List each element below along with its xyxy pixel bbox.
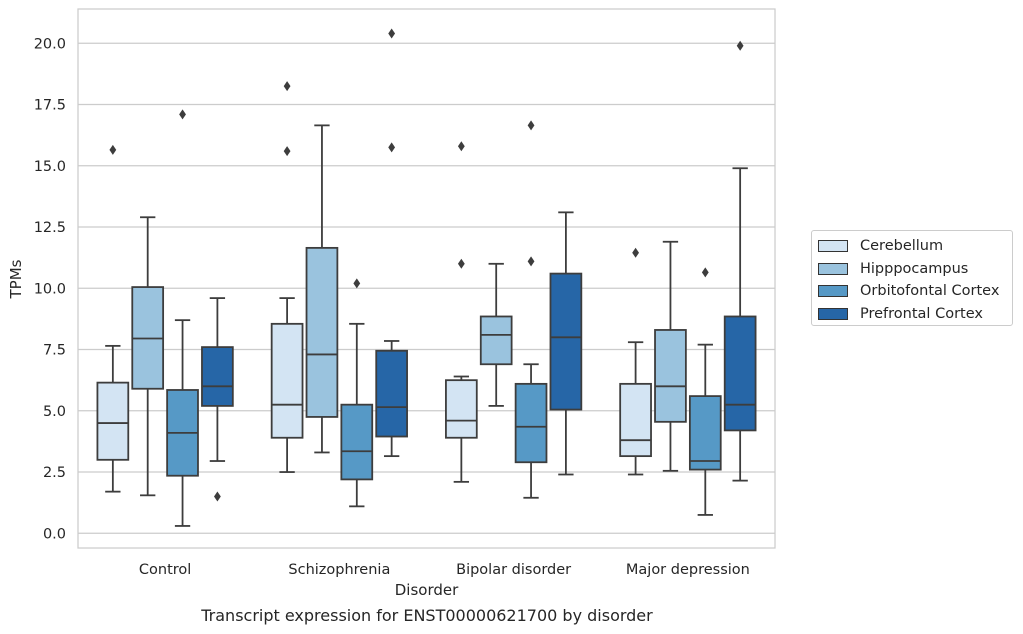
outlier-point xyxy=(353,278,361,289)
outlier-point xyxy=(283,146,291,157)
box xyxy=(654,329,687,423)
legend-label: Hipppocampus xyxy=(860,260,969,277)
box xyxy=(96,381,130,461)
x-tick-label: Major depression xyxy=(626,562,750,578)
x-axis-label: Disorder xyxy=(395,581,459,599)
box xyxy=(549,272,583,411)
box-group xyxy=(654,240,687,472)
y-tick-label: 5.0 xyxy=(43,404,66,420)
legend-item: Hipppocampus xyxy=(818,258,1012,281)
box-group xyxy=(131,216,165,497)
plot-frame xyxy=(77,8,776,549)
box xyxy=(479,315,513,366)
x-tick-labels: Control Schizophrenia Bipolar disorder Majo… xyxy=(139,562,750,578)
outlier-point xyxy=(388,142,396,153)
box-group xyxy=(96,144,130,493)
outlier-point xyxy=(179,109,186,120)
box-group xyxy=(340,278,374,508)
legend-label: Prefrontal Cortex xyxy=(860,306,983,323)
box xyxy=(305,246,339,418)
figure-caption: Transcript expression for ENST0000062170… xyxy=(201,606,653,625)
legend-swatch-cerebellum xyxy=(818,240,848,253)
outlier-point xyxy=(388,28,396,39)
box xyxy=(723,315,757,432)
outlier-point xyxy=(527,120,535,131)
y-tick-label: 0.0 xyxy=(43,526,66,542)
box-group xyxy=(549,211,583,476)
box xyxy=(619,382,652,458)
x-tick-label: Control xyxy=(139,562,191,578)
box xyxy=(688,395,722,471)
y-tick-label: 10.0 xyxy=(34,281,66,297)
box xyxy=(201,346,234,407)
outlier-point xyxy=(283,81,291,92)
box-group xyxy=(270,81,304,473)
box-group xyxy=(688,267,722,516)
outlier-point xyxy=(736,40,744,51)
box xyxy=(514,382,548,464)
box-group xyxy=(514,120,548,499)
outlier-point xyxy=(632,247,639,258)
y-tick-label: 17.5 xyxy=(34,98,66,114)
boxes xyxy=(96,28,757,527)
legend-item: Orbitofontal Cortex xyxy=(818,280,1012,303)
box-group xyxy=(479,262,513,407)
box xyxy=(445,379,478,439)
outlier-point xyxy=(457,141,465,152)
y-tick-label: 15.0 xyxy=(34,159,66,175)
y-tick-label: 2.5 xyxy=(43,465,66,481)
box xyxy=(270,322,304,439)
legend-swatch-orbitofrontal xyxy=(818,285,848,298)
box-group xyxy=(445,141,478,483)
y-tick-label: 20.0 xyxy=(34,36,66,52)
legend-swatch-hippocampus xyxy=(818,262,848,275)
y-tick-label: 12.5 xyxy=(34,220,66,236)
outlier-point xyxy=(701,267,709,278)
y-tick-label: 7.5 xyxy=(43,343,66,359)
legend-item: Prefrontal Cortex xyxy=(818,303,1012,326)
legend: Cerebellum Hipppocampus Orbitofontal Cor… xyxy=(811,230,1013,326)
box-group xyxy=(375,28,408,458)
legend-label: Orbitofontal Cortex xyxy=(860,283,1000,300)
box xyxy=(340,403,374,481)
legend-swatch-prefrontal xyxy=(818,308,848,321)
x-tick-label: Schizophrenia xyxy=(288,562,390,578)
legend-item: Cerebellum xyxy=(818,235,1012,258)
box-group xyxy=(723,40,757,482)
y-tick-labels: 0.0 2.5 5.0 7.5 10.0 12.5 15.0 17.5 20.0 xyxy=(34,36,66,542)
box-group xyxy=(305,124,339,454)
box-group xyxy=(201,297,234,502)
legend-label: Cerebellum xyxy=(860,238,944,255)
box-group xyxy=(619,247,652,476)
y-axis-label: TPMs xyxy=(7,259,25,299)
outlier-point xyxy=(527,256,535,267)
box xyxy=(375,349,408,438)
outlier-point xyxy=(457,258,465,269)
x-tick-label: Bipolar disorder xyxy=(456,562,571,578)
box-group xyxy=(166,109,199,527)
outlier-point xyxy=(214,491,221,502)
outlier-point xyxy=(109,144,117,155)
